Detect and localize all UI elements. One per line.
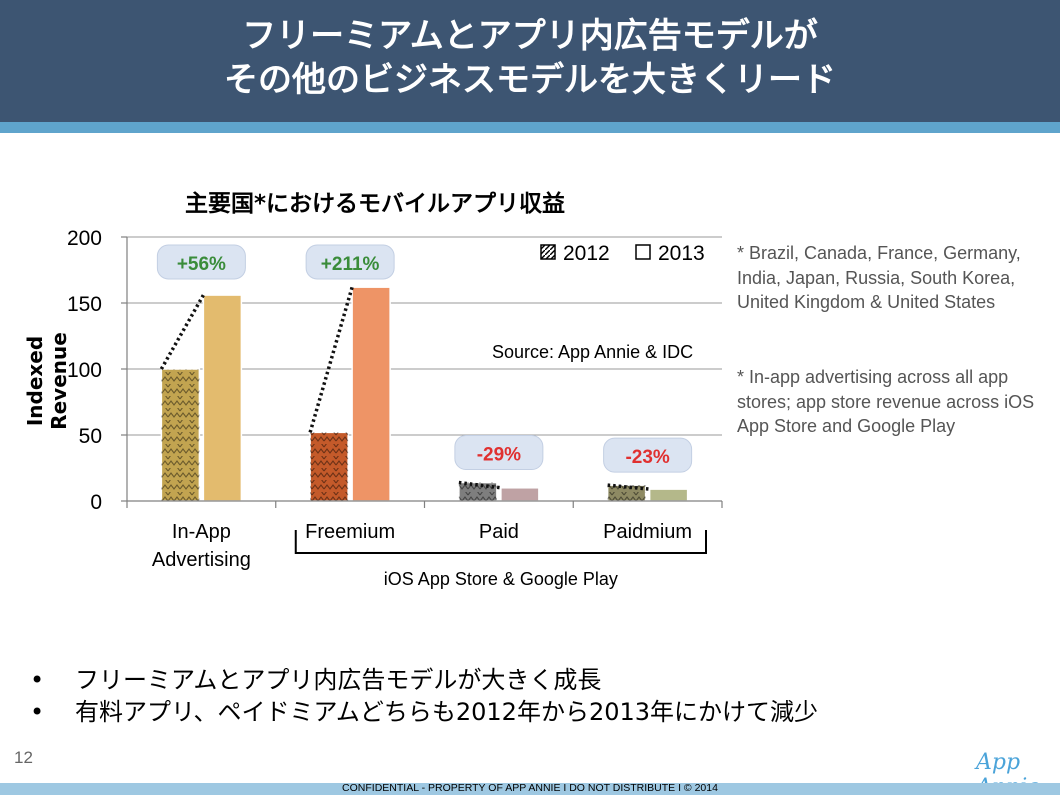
y-tick-label: 200 (67, 227, 102, 250)
growth-connector (458, 480, 502, 490)
legend-swatch-2013 (635, 244, 651, 260)
bar-2013 (500, 487, 540, 502)
bullet-text: フリーミアムとアプリ内広告モデルが大きく成長 (75, 666, 602, 694)
bullet-text: 有料アプリ、ペイドミアムどちらも2012年から2013年にかけて減少 (75, 698, 819, 726)
footer-stripe (0, 783, 1060, 795)
bullet-symbol: • (30, 698, 45, 726)
x-tick-label: In-App (172, 521, 231, 543)
source-label: Source: App Annie & IDC (492, 342, 694, 362)
y-tick-label: 0 (90, 491, 102, 514)
bar-2013 (648, 488, 689, 502)
definition-note: * In-app advertising across all app stor… (737, 367, 1035, 436)
bullet-item: • フリーミアムとアプリ内広告モデルが大きく成長 (30, 664, 818, 696)
change-badge (305, 244, 395, 280)
change-badge (454, 435, 544, 471)
bar-2012-hatch (310, 432, 349, 501)
x-tick-label: Advertising (152, 549, 251, 571)
bullet-list: • フリーミアムとアプリ内広告モデルが大きく成長 • 有料アプリ、ペイドミアムど… (30, 664, 818, 728)
change-badge (156, 244, 246, 280)
bracket-label: iOS App Store & Google Play (384, 569, 618, 589)
change-label: +56% (177, 254, 226, 275)
x-tick-label: Freemium (305, 521, 395, 543)
header-banner (0, 0, 1060, 122)
slide-title-line2: その他のビジネスモデルを大きくリード (224, 60, 836, 100)
legend-label-2012: 2012 (563, 242, 610, 265)
y-tick-label: 50 (79, 425, 102, 448)
chart-title: 主要国*におけるモバイルアプリ収益 (185, 191, 566, 217)
y-tick-label: 150 (67, 293, 102, 316)
bar-2012-hatch (607, 485, 646, 501)
header-stripe (0, 122, 1060, 133)
bar-2013 (351, 286, 391, 502)
footer-confidential: CONFIDENTIAL - PROPERTY OF APP ANNIE I D… (342, 782, 718, 794)
growth-connector (607, 483, 650, 491)
x-tick-label: Paid (479, 521, 519, 543)
bar-2013 (202, 294, 243, 502)
bar-chart: 0 50 100 150 200 +56% In-App Advertising +211% Fr… (67, 227, 723, 589)
legend-swatch-2012-hatch (541, 245, 555, 259)
countries-note: * Brazil, Canada, France, Germany, India… (737, 243, 1021, 312)
change-badge (603, 437, 693, 473)
growth-connector (159, 294, 205, 370)
change-label: +211% (321, 254, 380, 275)
bar-2012-hatch (161, 369, 200, 501)
bracket (294, 530, 707, 554)
growth-connector (308, 286, 354, 433)
slide-title-line1: フリーミアムとアプリ内広告モデルが (242, 16, 818, 56)
change-label: -29% (477, 445, 521, 466)
change-label: -23% (625, 447, 669, 468)
y-tick-label: 100 (67, 359, 102, 382)
legend-label-2013: 2013 (658, 242, 705, 265)
bar-2012-hatch (458, 482, 497, 501)
bullet-symbol: • (30, 666, 45, 694)
page-number: 12 (14, 748, 33, 767)
x-tick-label: Paidmium (603, 521, 692, 543)
bullet-item: • 有料アプリ、ペイドミアムどちらも2012年から2013年にかけて減少 (30, 696, 818, 728)
